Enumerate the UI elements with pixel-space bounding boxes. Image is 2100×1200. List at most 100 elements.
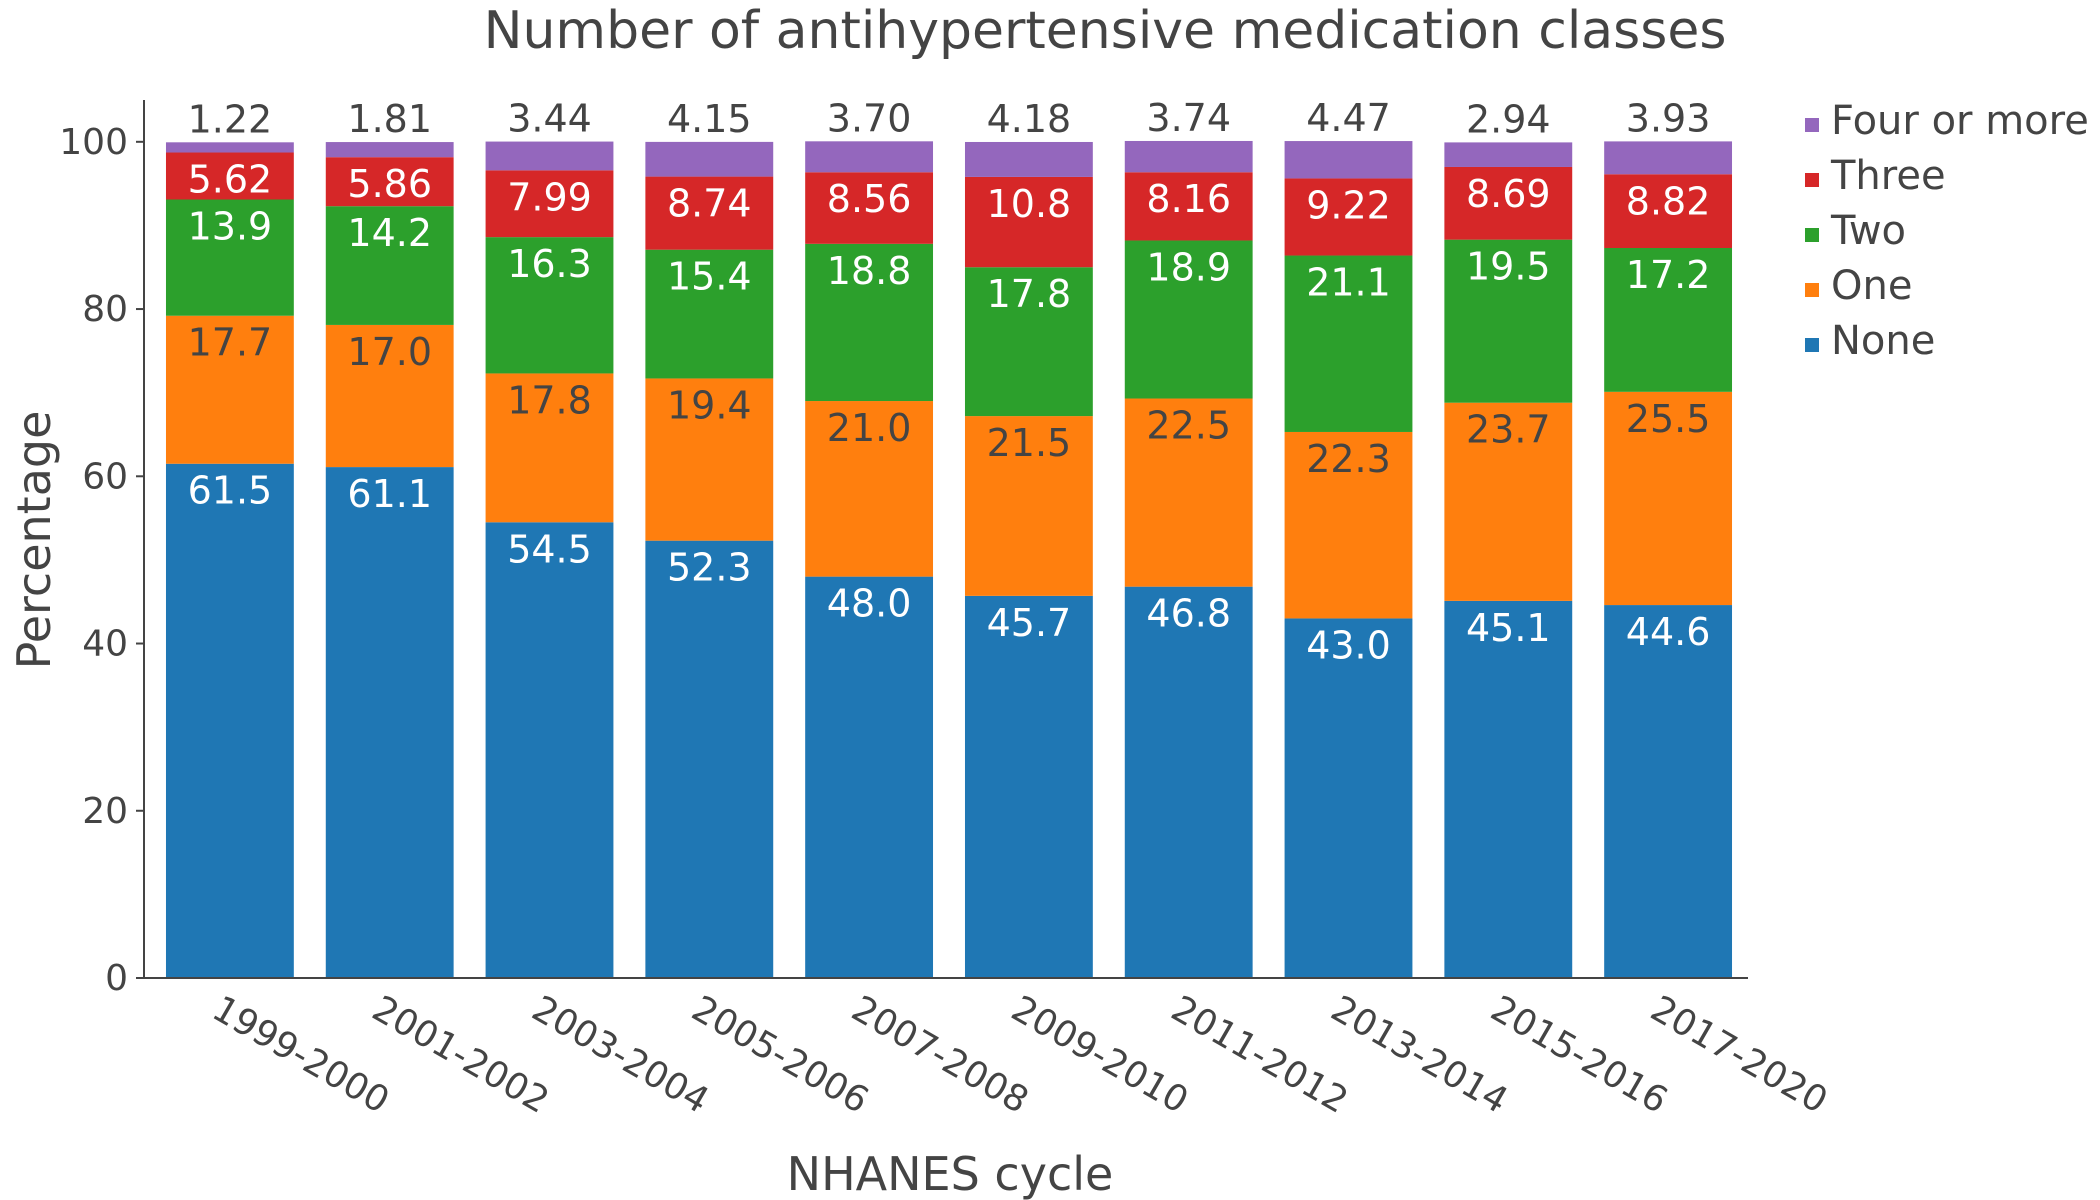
bar-one-2005-2006	[645, 378, 774, 541]
value-label-four-or-more-2003-2004: 3.44	[507, 97, 592, 141]
y-axis-title: Percentage	[7, 411, 61, 670]
value-label-none-2007-2008: 48.0	[827, 582, 912, 626]
bar-three-2009-2010	[964, 176, 1093, 268]
bar-three-2007-2008	[805, 172, 934, 244]
x-axis-title: NHANES cycle	[787, 1147, 1114, 1200]
bar-three-2015-2016	[1444, 166, 1573, 240]
value-label-three-2005-2006: 8.74	[667, 182, 752, 226]
bar-four-or-more-2009-2010	[964, 141, 1093, 177]
bar-three-2017-2020	[1604, 174, 1733, 249]
x-tick-label-2003-2004: 2003-2004	[525, 988, 715, 1122]
bar-two-2005-2006	[645, 249, 774, 379]
value-label-none-1999-2000: 61.5	[188, 469, 273, 513]
value-label-two-2011-2012: 18.9	[1146, 245, 1231, 289]
legend-label-none: None	[1831, 318, 1935, 364]
bar-three-2011-2012	[1124, 172, 1253, 241]
x-tick-label-2015-2016: 2015-2016	[1484, 988, 1674, 1122]
x-tick-label-2017-2020: 2017-2020	[1644, 988, 1834, 1122]
legend-swatch-two	[1805, 228, 1819, 242]
value-label-two-2003-2004: 16.3	[507, 242, 592, 286]
bar-one-2013-2014	[1284, 431, 1413, 619]
bar-four-or-more-1999-2000	[165, 142, 294, 153]
bar-none-2011-2012	[1124, 586, 1253, 978]
value-label-four-or-more-2017-2020: 3.93	[1626, 96, 1711, 140]
value-label-three-2007-2008: 8.56	[827, 177, 912, 221]
value-label-none-2013-2014: 43.0	[1306, 623, 1391, 667]
bar-two-2015-2016	[1444, 239, 1573, 403]
bar-none-2003-2004	[485, 522, 614, 978]
value-label-one-2003-2004: 17.8	[507, 378, 592, 422]
value-label-none-2005-2006: 52.3	[667, 546, 752, 590]
y-tick-label-40: 40	[82, 624, 128, 665]
bar-two-2007-2008	[805, 243, 934, 402]
bar-one-2015-2016	[1444, 402, 1573, 601]
value-label-one-2005-2006: 19.4	[667, 383, 752, 427]
value-label-three-1999-2000: 5.62	[188, 158, 273, 202]
legend-label-two: Two	[1830, 208, 1906, 254]
value-label-two-1999-2000: 13.9	[188, 205, 273, 249]
bar-none-2013-2014	[1284, 618, 1413, 978]
value-label-one-2009-2010: 21.5	[987, 421, 1072, 465]
value-label-none-2003-2004: 54.5	[507, 527, 592, 571]
value-label-four-or-more-2011-2012: 3.74	[1146, 96, 1231, 140]
value-label-none-2009-2010: 45.7	[987, 601, 1072, 645]
value-label-three-2003-2004: 7.99	[507, 175, 592, 219]
bar-four-or-more-2005-2006	[645, 141, 774, 177]
value-label-four-or-more-2009-2010: 4.18	[987, 97, 1072, 141]
value-label-one-2015-2016: 23.7	[1466, 408, 1551, 452]
value-label-four-or-more-2007-2008: 3.70	[827, 96, 912, 140]
value-labels-group: 61.5 17.7 13.95.62 1.22 61.1 17.0 14.2 5.86 1.81…	[188, 96, 1711, 667]
bar-four-or-more-2001-2002	[325, 142, 454, 158]
bar-four-or-more-2003-2004	[485, 141, 614, 171]
bar-three-2003-2004	[485, 170, 614, 238]
legend-label-three: Three	[1830, 153, 1946, 199]
value-label-four-or-more-2015-2016: 2.94	[1466, 97, 1551, 141]
value-label-two-2001-2002: 14.2	[347, 211, 432, 255]
y-tick-label-100: 100	[59, 122, 128, 163]
value-label-one-1999-2000: 17.7	[188, 321, 273, 365]
value-label-one-2011-2012: 22.5	[1146, 404, 1231, 448]
bar-two-2001-2002	[325, 206, 454, 325]
y-tick-label-60: 60	[82, 456, 128, 497]
value-label-four-or-more-1999-2000: 1.22	[188, 97, 273, 141]
value-label-one-2017-2020: 25.5	[1626, 397, 1711, 441]
value-label-three-2017-2020: 8.82	[1626, 179, 1711, 223]
legend-label-four-or-more: Four or more	[1831, 98, 2089, 144]
y-tick-label-20: 20	[82, 791, 128, 832]
legend-swatch-one	[1805, 283, 1819, 297]
value-label-two-2009-2010: 17.8	[987, 272, 1072, 316]
value-label-none-2001-2002: 61.1	[347, 472, 432, 516]
x-tick-label-2005-2006: 2005-2006	[685, 988, 875, 1122]
value-label-one-2007-2008: 21.0	[827, 406, 912, 450]
value-label-four-or-more-2001-2002: 1.81	[347, 97, 432, 141]
x-tick-label-2013-2014: 2013-2014	[1324, 988, 1514, 1122]
value-label-three-2009-2010: 10.8	[987, 182, 1072, 226]
value-label-three-2015-2016: 8.69	[1466, 172, 1551, 216]
bar-none-1999-2000	[165, 463, 294, 978]
bar-two-2013-2014	[1284, 255, 1413, 432]
y-tick-label-80: 80	[82, 289, 128, 330]
x-tick-label-2007-2008: 2007-2008	[845, 988, 1035, 1122]
bar-three-2001-2002	[325, 157, 454, 207]
value-label-two-2013-2014: 21.1	[1306, 261, 1391, 305]
x-tick-label-2011-2012: 2011-2012	[1164, 988, 1354, 1122]
bar-four-or-more-2011-2012	[1124, 140, 1253, 173]
legend-label-one: One	[1831, 263, 1912, 309]
value-label-four-or-more-2013-2014: 4.47	[1306, 96, 1391, 140]
bar-two-2011-2012	[1124, 240, 1253, 399]
bar-one-1999-2000	[165, 315, 294, 464]
bar-three-2013-2014	[1284, 178, 1413, 256]
x-tick-label-2001-2002: 2001-2002	[365, 988, 555, 1122]
bar-one-2011-2012	[1124, 398, 1253, 587]
bar-four-or-more-2007-2008	[805, 141, 934, 173]
value-label-three-2011-2012: 8.16	[1146, 177, 1231, 221]
bar-four-or-more-2013-2014	[1284, 141, 1413, 179]
x-tick-label-1999-2000: 1999-2000	[205, 988, 395, 1122]
bar-none-2009-2010	[964, 595, 1093, 978]
bar-two-2003-2004	[485, 237, 614, 374]
bar-none-2015-2016	[1444, 600, 1573, 978]
value-label-three-2013-2014: 9.22	[1306, 183, 1391, 227]
bar-one-2001-2002	[325, 324, 454, 468]
